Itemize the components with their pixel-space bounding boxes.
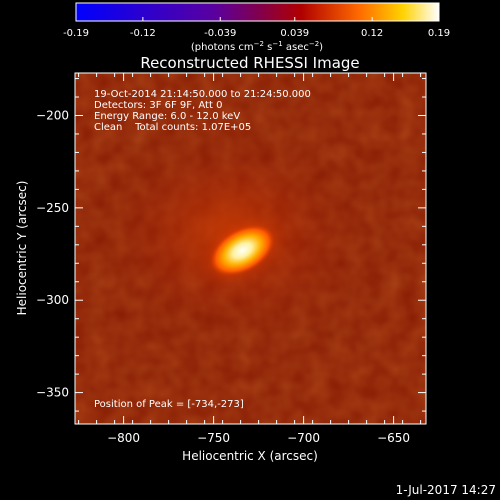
- x-axis-ticks: −800 −750 −700 −650: [78, 73, 422, 445]
- colorbar-tick-label: 0.19: [428, 28, 450, 39]
- peak-source: [209, 224, 276, 277]
- colorbar-ticks: -0.19 -0.12 -0.039 0.039 0.12 0.19: [63, 17, 450, 39]
- colorbar-tick-label: -0.19: [63, 28, 89, 39]
- colorbar-tick-label: 0.12: [361, 28, 383, 39]
- annotation-time-range: 19-Oct-2014 21:14:50.000 to 21:24:50.000: [94, 89, 311, 100]
- x-tick-label: −800: [107, 431, 140, 445]
- colorbar-tick-label: -0.039: [204, 28, 236, 39]
- y-tick-label: −250: [36, 201, 69, 215]
- x-axis-label: Heliocentric X (arcsec): [182, 449, 318, 463]
- colorbar: [75, 2, 440, 22]
- y-axis-label: Heliocentric Y (arcsec): [15, 181, 29, 316]
- footer-date: 1-Jul-2017 14:27: [396, 483, 496, 497]
- colorbar-tick-label: 0.039: [280, 28, 309, 39]
- annotation-peak-position: Position of Peak = [-734,-273]: [94, 399, 244, 410]
- colorbar-units: (photons cm−2 s−1 asec−2): [191, 40, 323, 53]
- y-tick-label: −300: [36, 293, 69, 307]
- x-tick-label: −700: [287, 431, 320, 445]
- y-axis-ticks: −200 −250 −300 −350: [36, 78, 426, 412]
- x-tick-label: −750: [197, 431, 230, 445]
- annotation-total-counts: Clean Total counts: 1.07E+05: [94, 122, 251, 133]
- colorbar-tick-label: -0.12: [130, 28, 156, 39]
- chart-title: Reconstructed RHESSI Image: [140, 54, 359, 72]
- heatmap-image: [75, 73, 426, 424]
- annotation-detectors: Detectors: 3F 6F 9F, Att 0: [94, 100, 222, 111]
- x-tick-label: −650: [377, 431, 410, 445]
- y-tick-label: −200: [36, 108, 69, 122]
- plot-frame: [74, 72, 427, 425]
- y-tick-label: −350: [36, 386, 69, 400]
- annotation-energy-range: Energy Range: 6.0 - 12.0 keV: [94, 111, 240, 122]
